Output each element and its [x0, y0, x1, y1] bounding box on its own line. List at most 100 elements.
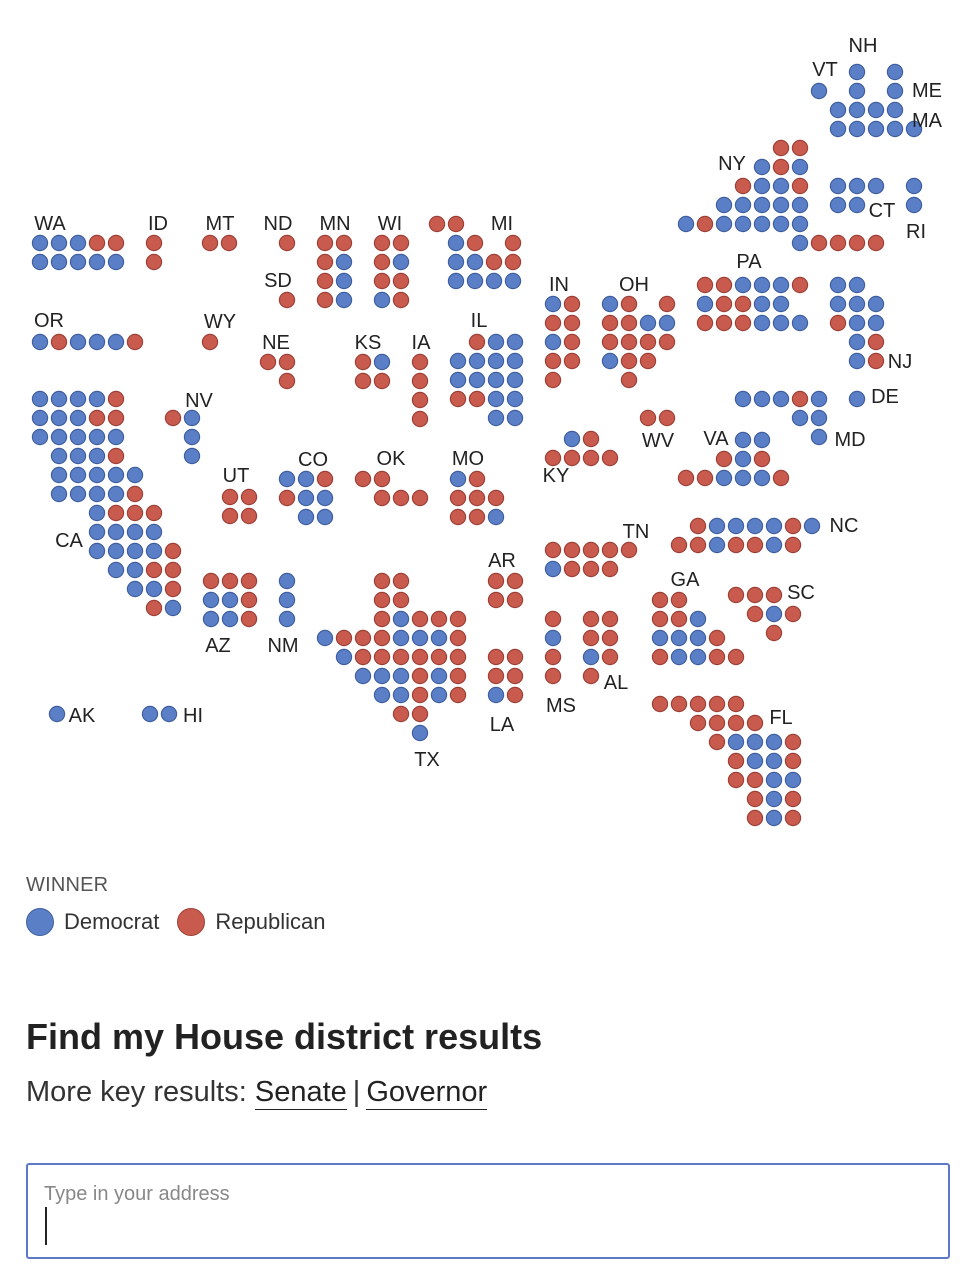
- republican-district-dot[interactable]: [506, 591, 524, 609]
- democrat-district-dot[interactable]: [746, 517, 764, 535]
- democrat-district-dot[interactable]: [316, 489, 334, 507]
- democrat-district-dot[interactable]: [810, 428, 828, 446]
- democrat-district-dot[interactable]: [447, 253, 465, 271]
- republican-district-dot[interactable]: [696, 276, 714, 294]
- republican-district-dot[interactable]: [504, 253, 522, 271]
- republican-district-dot[interactable]: [689, 517, 707, 535]
- democrat-district-dot[interactable]: [753, 196, 771, 214]
- democrat-district-dot[interactable]: [848, 196, 866, 214]
- democrat-district-dot[interactable]: [392, 667, 410, 685]
- democrat-district-dot[interactable]: [50, 447, 68, 465]
- republican-district-dot[interactable]: [449, 390, 467, 408]
- democrat-district-dot[interactable]: [373, 686, 391, 704]
- democrat-district-dot[interactable]: [601, 352, 619, 370]
- republican-district-dot[interactable]: [145, 561, 163, 579]
- republican-district-dot[interactable]: [651, 648, 669, 666]
- republican-district-dot[interactable]: [392, 489, 410, 507]
- republican-district-dot[interactable]: [259, 353, 277, 371]
- republican-district-dot[interactable]: [727, 648, 745, 666]
- republican-district-dot[interactable]: [487, 667, 505, 685]
- democrat-district-dot[interactable]: [753, 158, 771, 176]
- republican-district-dot[interactable]: [784, 790, 802, 808]
- republican-district-dot[interactable]: [240, 610, 258, 628]
- republican-district-dot[interactable]: [784, 733, 802, 751]
- republican-district-dot[interactable]: [639, 409, 657, 427]
- republican-district-dot[interactable]: [563, 333, 581, 351]
- democrat-district-dot[interactable]: [88, 542, 106, 560]
- republican-district-dot[interactable]: [240, 591, 258, 609]
- democrat-district-dot[interactable]: [126, 542, 144, 560]
- democrat-district-dot[interactable]: [734, 276, 752, 294]
- democrat-district-dot[interactable]: [905, 120, 923, 138]
- democrat-district-dot[interactable]: [734, 431, 752, 449]
- democrat-district-dot[interactable]: [373, 291, 391, 309]
- democrat-district-dot[interactable]: [392, 610, 410, 628]
- republican-district-dot[interactable]: [335, 629, 353, 647]
- republican-district-dot[interactable]: [411, 372, 429, 390]
- republican-district-dot[interactable]: [504, 234, 522, 252]
- democrat-district-dot[interactable]: [50, 234, 68, 252]
- republican-district-dot[interactable]: [708, 629, 726, 647]
- republican-district-dot[interactable]: [715, 450, 733, 468]
- republican-district-dot[interactable]: [544, 352, 562, 370]
- republican-district-dot[interactable]: [563, 449, 581, 467]
- democrat-district-dot[interactable]: [753, 295, 771, 313]
- democrat-district-dot[interactable]: [31, 234, 49, 252]
- democrat-district-dot[interactable]: [50, 466, 68, 484]
- republican-district-dot[interactable]: [240, 572, 258, 590]
- democrat-district-dot[interactable]: [905, 177, 923, 195]
- republican-district-dot[interactable]: [765, 624, 783, 642]
- democrat-district-dot[interactable]: [791, 196, 809, 214]
- republican-district-dot[interactable]: [392, 648, 410, 666]
- republican-district-dot[interactable]: [487, 591, 505, 609]
- republican-district-dot[interactable]: [449, 667, 467, 685]
- democrat-district-dot[interactable]: [689, 648, 707, 666]
- republican-district-dot[interactable]: [544, 371, 562, 389]
- republican-district-dot[interactable]: [772, 158, 790, 176]
- democrat-district-dot[interactable]: [107, 542, 125, 560]
- democrat-district-dot[interactable]: [297, 489, 315, 507]
- democrat-district-dot[interactable]: [506, 409, 524, 427]
- republican-district-dot[interactable]: [354, 629, 372, 647]
- republican-district-dot[interactable]: [428, 215, 446, 233]
- republican-district-dot[interactable]: [392, 291, 410, 309]
- democrat-district-dot[interactable]: [848, 314, 866, 332]
- republican-district-dot[interactable]: [772, 139, 790, 157]
- democrat-district-dot[interactable]: [88, 428, 106, 446]
- republican-district-dot[interactable]: [746, 771, 764, 789]
- republican-district-dot[interactable]: [867, 333, 885, 351]
- republican-district-dot[interactable]: [829, 234, 847, 252]
- democrat-district-dot[interactable]: [810, 82, 828, 100]
- democrat-district-dot[interactable]: [88, 504, 106, 522]
- republican-district-dot[interactable]: [411, 391, 429, 409]
- republican-district-dot[interactable]: [201, 333, 219, 351]
- republican-district-dot[interactable]: [487, 648, 505, 666]
- democrat-district-dot[interactable]: [145, 580, 163, 598]
- republican-district-dot[interactable]: [746, 586, 764, 604]
- republican-district-dot[interactable]: [107, 504, 125, 522]
- address-search-box[interactable]: Type in your address: [26, 1163, 950, 1259]
- republican-district-dot[interactable]: [392, 572, 410, 590]
- democrat-district-dot[interactable]: [202, 610, 220, 628]
- democrat-district-dot[interactable]: [278, 591, 296, 609]
- democrat-district-dot[interactable]: [753, 314, 771, 332]
- democrat-district-dot[interactable]: [829, 196, 847, 214]
- democrat-district-dot[interactable]: [765, 536, 783, 554]
- democrat-district-dot[interactable]: [867, 314, 885, 332]
- democrat-district-dot[interactable]: [107, 561, 125, 579]
- democrat-district-dot[interactable]: [765, 771, 783, 789]
- democrat-district-dot[interactable]: [183, 447, 201, 465]
- republican-district-dot[interactable]: [620, 371, 638, 389]
- democrat-district-dot[interactable]: [430, 667, 448, 685]
- republican-district-dot[interactable]: [746, 536, 764, 554]
- democrat-district-dot[interactable]: [848, 101, 866, 119]
- democrat-district-dot[interactable]: [544, 295, 562, 313]
- republican-district-dot[interactable]: [278, 372, 296, 390]
- republican-district-dot[interactable]: [316, 272, 334, 290]
- democrat-district-dot[interactable]: [88, 253, 106, 271]
- republican-district-dot[interactable]: [544, 610, 562, 628]
- democrat-district-dot[interactable]: [829, 177, 847, 195]
- democrat-district-dot[interactable]: [772, 390, 790, 408]
- democrat-district-dot[interactable]: [829, 101, 847, 119]
- republican-district-dot[interactable]: [772, 469, 790, 487]
